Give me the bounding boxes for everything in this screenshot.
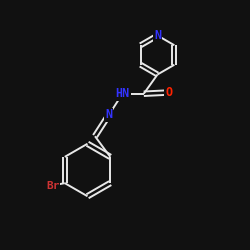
Text: N: N bbox=[154, 29, 161, 42]
Text: O: O bbox=[165, 86, 172, 99]
Text: Br: Br bbox=[46, 181, 60, 191]
Text: HN: HN bbox=[116, 87, 130, 100]
Text: N: N bbox=[105, 108, 112, 122]
